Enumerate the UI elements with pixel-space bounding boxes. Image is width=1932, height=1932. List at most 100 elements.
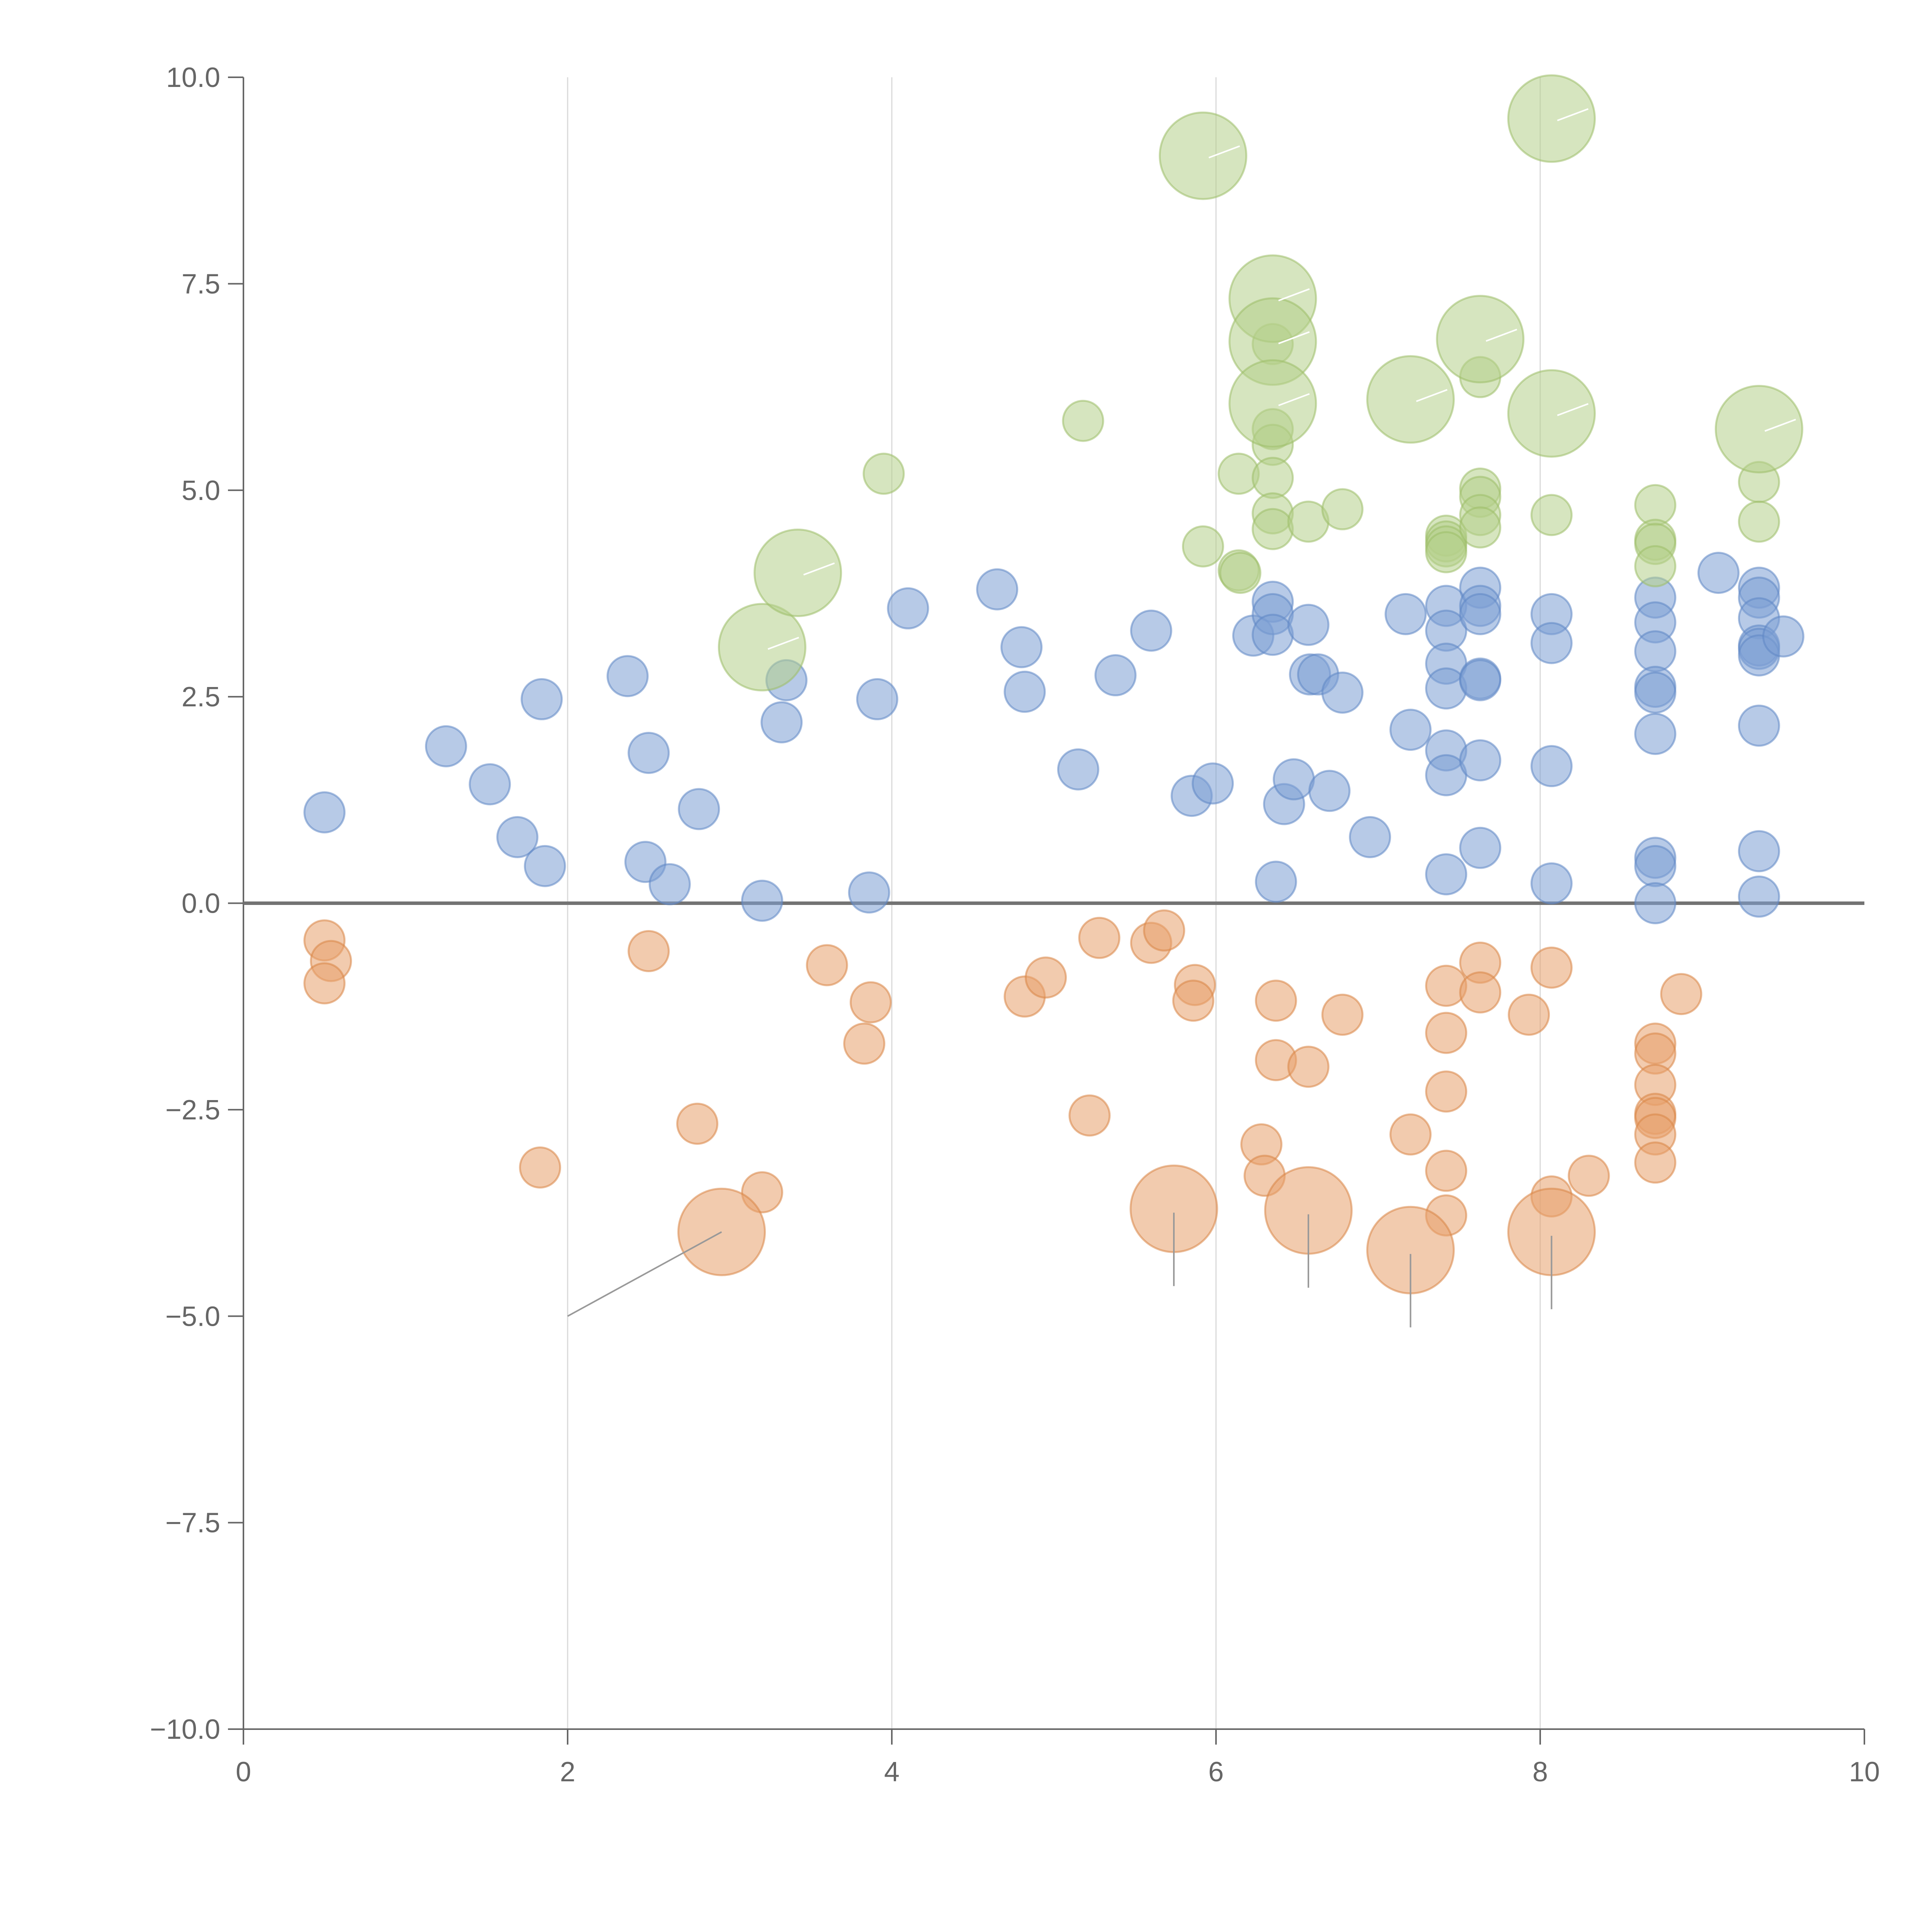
orange-bubble <box>1172 980 1214 1022</box>
green-bubble <box>1182 525 1224 568</box>
x-tick-label: 4 <box>884 1757 900 1787</box>
y-tick-label: −5.0 <box>165 1301 220 1332</box>
blue-bubble <box>1130 609 1172 652</box>
blue-bubble <box>976 568 1019 611</box>
blue-bubble <box>1459 659 1502 701</box>
green-leader-line <box>1416 389 1448 402</box>
blue-bubble <box>1530 862 1573 905</box>
blue-bubble <box>1000 626 1043 668</box>
green-bubble <box>1738 500 1780 543</box>
green-leader-line <box>1278 393 1310 406</box>
x-tick-label: 0 <box>236 1757 251 1787</box>
orange-bubble <box>1078 917 1121 959</box>
green-large-bubble <box>1436 295 1525 384</box>
green-large-bubble <box>753 529 842 617</box>
blue-bubble <box>760 701 803 743</box>
green-bubble <box>1252 508 1294 550</box>
blue-bubble <box>1530 745 1573 787</box>
orange-bubble <box>1025 956 1067 999</box>
blue-bubble <box>425 725 467 767</box>
blue-bubble <box>1252 614 1294 656</box>
orange-bubble <box>1255 980 1297 1022</box>
blue-bubble <box>1094 654 1137 697</box>
blue-bubble <box>648 863 691 905</box>
orange-bubble <box>1425 1150 1468 1192</box>
blue-bubble <box>1349 816 1391 858</box>
blue-bubble <box>1308 770 1351 812</box>
green-large-bubble <box>1158 111 1247 200</box>
y-tick-label: 7.5 <box>182 269 220 299</box>
orange-bubble <box>1287 1046 1330 1088</box>
orange-bubble <box>1459 971 1502 1014</box>
orange-bubble <box>519 1146 561 1189</box>
green-leader-line <box>803 562 835 576</box>
green-leader-line <box>1278 331 1310 344</box>
orange-bubble <box>1143 909 1185 952</box>
green-bubble <box>1530 494 1573 536</box>
blue-bubble <box>1738 704 1780 747</box>
green-large-bubble <box>1507 74 1596 163</box>
blue-bubble <box>496 816 539 858</box>
blue-bubble <box>1389 709 1432 751</box>
orange-bubble <box>1568 1155 1610 1197</box>
y-tick-label: −2.5 <box>165 1095 220 1126</box>
green-leader-line <box>1486 328 1517 342</box>
blue-bubble <box>1459 827 1502 869</box>
x-tick-label: 2 <box>560 1757 575 1787</box>
x-tick-label: 8 <box>1532 1757 1548 1787</box>
orange-bubble <box>806 944 848 986</box>
green-large-bubble <box>718 603 806 692</box>
green-bubble <box>1321 488 1364 531</box>
orange-bubble <box>628 930 670 972</box>
green-leader-line <box>1208 145 1240 158</box>
blue-bubble <box>1634 630 1677 673</box>
x-tick-label: 6 <box>1208 1757 1224 1787</box>
green-leader-line <box>1278 288 1310 301</box>
blue-bubble <box>1003 670 1046 713</box>
blue-bubble <box>524 845 566 887</box>
green-leader-line <box>1764 418 1796 432</box>
green-large-bubble <box>1366 355 1455 444</box>
orange-bubble <box>1508 993 1550 1036</box>
green-leader-line <box>1557 403 1589 416</box>
blue-bubble <box>741 879 783 922</box>
orange-bubble <box>1530 946 1573 989</box>
green-bubble <box>1219 552 1262 594</box>
blue-bubble <box>1634 845 1677 887</box>
green-large-bubble <box>1507 369 1596 458</box>
blue-bubble <box>856 678 898 721</box>
y-tick-label: 10.0 <box>166 62 220 93</box>
leader-layer <box>567 108 1796 1328</box>
x-tick-label: 10 <box>1849 1757 1880 1787</box>
blue-bubble <box>848 871 890 914</box>
green-bubble <box>862 452 905 495</box>
green-large-bubble <box>1228 359 1317 448</box>
blue-bubble <box>1634 882 1677 924</box>
green-bubble <box>1634 545 1677 587</box>
blue-bubble <box>1634 713 1677 755</box>
blue-bubble <box>1384 593 1427 635</box>
orange-bubble <box>1634 1141 1677 1184</box>
blue-bubble <box>1530 622 1573 664</box>
blue-bubble <box>1762 615 1804 658</box>
green-large-bubble <box>1714 385 1803 474</box>
blue-bubble <box>1697 552 1740 594</box>
orange-bubble <box>1389 1113 1432 1156</box>
y-tick-label: 2.5 <box>182 682 220 713</box>
orange-bubble <box>676 1102 719 1145</box>
orange-bubble <box>1425 1070 1468 1113</box>
blue-bubble <box>1057 748 1099 791</box>
blue-bubble <box>1272 758 1315 801</box>
orange-bubble <box>843 1022 886 1065</box>
orange-bubble <box>1660 973 1702 1015</box>
blue-bubble <box>1738 830 1780 872</box>
blue-bubble <box>1192 762 1234 805</box>
y-tick-label: 0.0 <box>182 888 220 919</box>
blue-bubble <box>628 731 670 774</box>
blue-bubble <box>520 678 563 721</box>
orange-bubble <box>1425 1012 1468 1054</box>
orange-leader-line <box>567 1231 722 1317</box>
blue-bubble <box>1459 739 1502 782</box>
orange-bubble <box>849 981 892 1024</box>
green-bubble <box>1252 457 1294 499</box>
